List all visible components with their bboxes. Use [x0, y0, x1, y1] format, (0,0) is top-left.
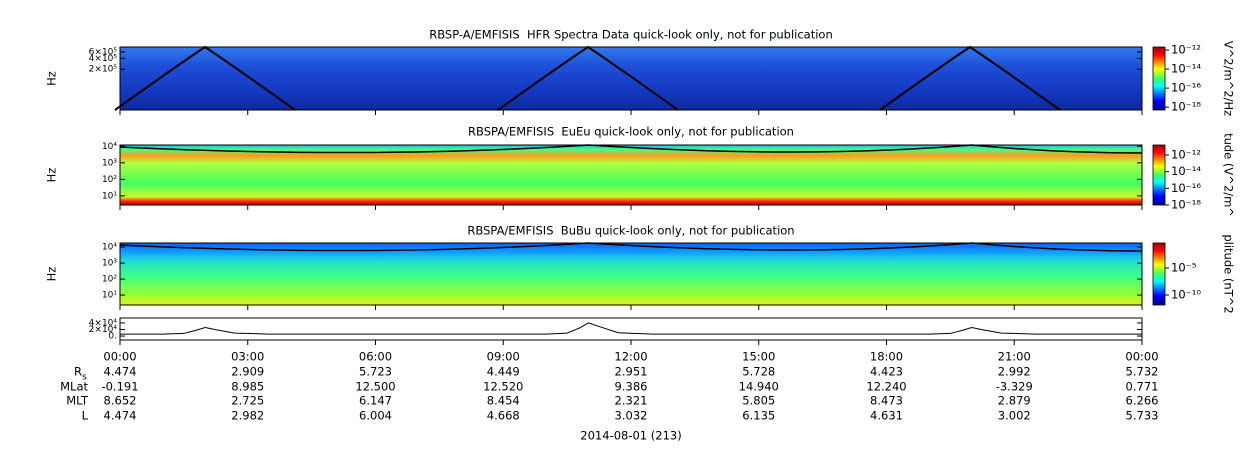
- spectrogram: [120, 47, 1142, 110]
- cyclotron-curve: [119, 242, 1143, 252]
- colorbar-tick-label: 10⁻¹⁶: [1171, 181, 1201, 195]
- row-label-subscript: s: [82, 373, 87, 383]
- panel-frame: [119, 144, 1143, 206]
- x-tick-label: 15:00: [742, 350, 775, 364]
- ephemeris-value: 4.449: [487, 365, 520, 379]
- ephemeris-value: 3.032: [615, 409, 648, 423]
- colorbar-tick-label: 10⁻¹²: [1171, 43, 1201, 57]
- ephemeris-value: -3.329: [996, 380, 1033, 394]
- y-tick-label: 4×10⁴: [89, 318, 118, 328]
- colorbar-tick-label: 10⁻¹⁴: [1171, 62, 1201, 76]
- ephemeris-value: 5.805: [742, 394, 775, 408]
- ephemeris-value: 4.668: [487, 409, 520, 423]
- x-tick-label: 06:00: [359, 350, 392, 364]
- row-label: MLT: [66, 394, 89, 408]
- ephemeris-value: 2.992: [998, 365, 1031, 379]
- y-axis-label: Hz: [45, 267, 59, 282]
- ephemeris-value: 8.985: [231, 380, 264, 394]
- row-label: L: [82, 409, 89, 423]
- colorbar-tick-label: 10⁻¹⁸: [1171, 198, 1201, 212]
- colorbar-tick-label: 10⁻¹²: [1171, 148, 1201, 162]
- y-tick-label: 10¹: [102, 191, 117, 201]
- ephemeris-value: 4.631: [870, 409, 903, 423]
- ephemeris-value: 4.474: [104, 409, 137, 423]
- ephemeris-value: 0.771: [1126, 380, 1159, 394]
- ephemeris-value: 4.423: [870, 365, 903, 379]
- spectrogram: [120, 243, 1142, 305]
- ephemeris-value: 12.520: [483, 380, 523, 394]
- colorbar-tick-label: 10⁻¹⁶: [1171, 81, 1201, 95]
- ephemeris-value: -0.191: [101, 380, 138, 394]
- y-tick-label: 10²: [102, 275, 117, 285]
- colorbar: [1152, 46, 1166, 111]
- colorbar-label: V^2/m^2/Hz: [1222, 41, 1236, 116]
- y-tick-label: 10²: [102, 175, 117, 185]
- ephemeris-value: 12.240: [866, 380, 906, 394]
- ephemeris-value: 6.004: [359, 409, 392, 423]
- y-tick-label: 0.: [108, 332, 117, 342]
- colorbar-tick-label: 10⁻¹⁰: [1171, 287, 1201, 301]
- x-tick-label: 03:00: [231, 350, 264, 364]
- y-tick-label: 4×10⁵: [89, 54, 118, 64]
- colorbar-tick-label: 10⁻⁵: [1171, 261, 1197, 275]
- colorbar-label: tude (V^2/m^: [1222, 133, 1236, 217]
- row-label: MLat: [60, 380, 88, 394]
- y-tick-label: 10¹: [102, 291, 117, 301]
- colorbar-tick-label: 10⁻¹⁴: [1171, 164, 1201, 178]
- y-tick-label: 10⁴: [102, 142, 117, 152]
- row-label: R: [74, 365, 82, 379]
- x-tick-label: 00:00: [103, 350, 136, 364]
- colorbar: [1152, 144, 1166, 206]
- x-tick-label: 00:00: [1125, 350, 1158, 364]
- x-tick-label: 21:00: [998, 350, 1031, 364]
- ephemeris-value: 9.386: [615, 380, 648, 394]
- panel-frame: [119, 317, 1143, 341]
- line: [120, 322, 1142, 335]
- y-tick-label: 10³: [102, 158, 117, 168]
- y-axis-label: Hz: [45, 71, 59, 86]
- ephemeris-value: 5.728: [742, 365, 775, 379]
- y-tick-label: 2×10⁵: [89, 65, 118, 75]
- ephemeris-value: 2.725: [231, 394, 264, 408]
- ephemeris-value: 14.940: [739, 380, 779, 394]
- ephemeris-value: 5.723: [359, 365, 392, 379]
- colorbar-tick-label: 10⁻¹⁸: [1171, 100, 1201, 114]
- panel-frame: [119, 46, 1143, 111]
- panel-title: RBSP-A/EMFISIS HFR Spectra Data quick-lo…: [429, 28, 833, 42]
- ephemeris-value: 2.982: [231, 409, 264, 423]
- ephemeris-value: 8.473: [870, 394, 903, 408]
- ephemeris-value: 5.732: [1126, 365, 1159, 379]
- cyclotron-curve: [119, 144, 1143, 154]
- x-tick-label: 18:00: [870, 350, 903, 364]
- ephemeris-value: 12.500: [355, 380, 395, 394]
- y-axis-label: Hz: [45, 168, 59, 183]
- panel-title: RBSPA/EMFISIS EuEu quick-look only, not …: [468, 125, 794, 139]
- date-label: 2014-08-01 (213): [580, 429, 681, 443]
- colorbar: [1152, 242, 1166, 306]
- ephemeris-value: 4.474: [104, 365, 137, 379]
- ephemeris-value: 8.454: [487, 394, 520, 408]
- ephemeris-value: 5.733: [1126, 409, 1159, 423]
- spectrogram: [120, 145, 1142, 205]
- ephemeris-value: 2.879: [998, 394, 1031, 408]
- ephemeris-value: 6.135: [742, 409, 775, 423]
- colorbar-label: plitude (nT^2: [1222, 234, 1236, 313]
- panel-frame: [119, 242, 1143, 306]
- x-tick-label: 09:00: [487, 350, 520, 364]
- y-tick-label: 2×10⁴: [89, 325, 118, 335]
- ephemeris-value: 2.951: [615, 365, 648, 379]
- panel-title: RBSPA/EMFISIS BuBu quick-look only, not …: [467, 224, 794, 238]
- y-tick-label: 6×10⁵: [89, 47, 118, 57]
- ephemeris-value: 8.652: [104, 394, 137, 408]
- ephemeris-value: 2.909: [231, 365, 264, 379]
- x-tick-label: 12:00: [614, 350, 647, 364]
- ephemeris-value: 3.002: [998, 409, 1031, 423]
- ephemeris-value: 2.321: [615, 394, 648, 408]
- y-tick-label: 10⁴: [102, 243, 117, 253]
- y-tick-label: 10³: [102, 259, 117, 269]
- ephemeris-value: 6.266: [1126, 394, 1159, 408]
- ephemeris-value: 6.147: [359, 394, 392, 408]
